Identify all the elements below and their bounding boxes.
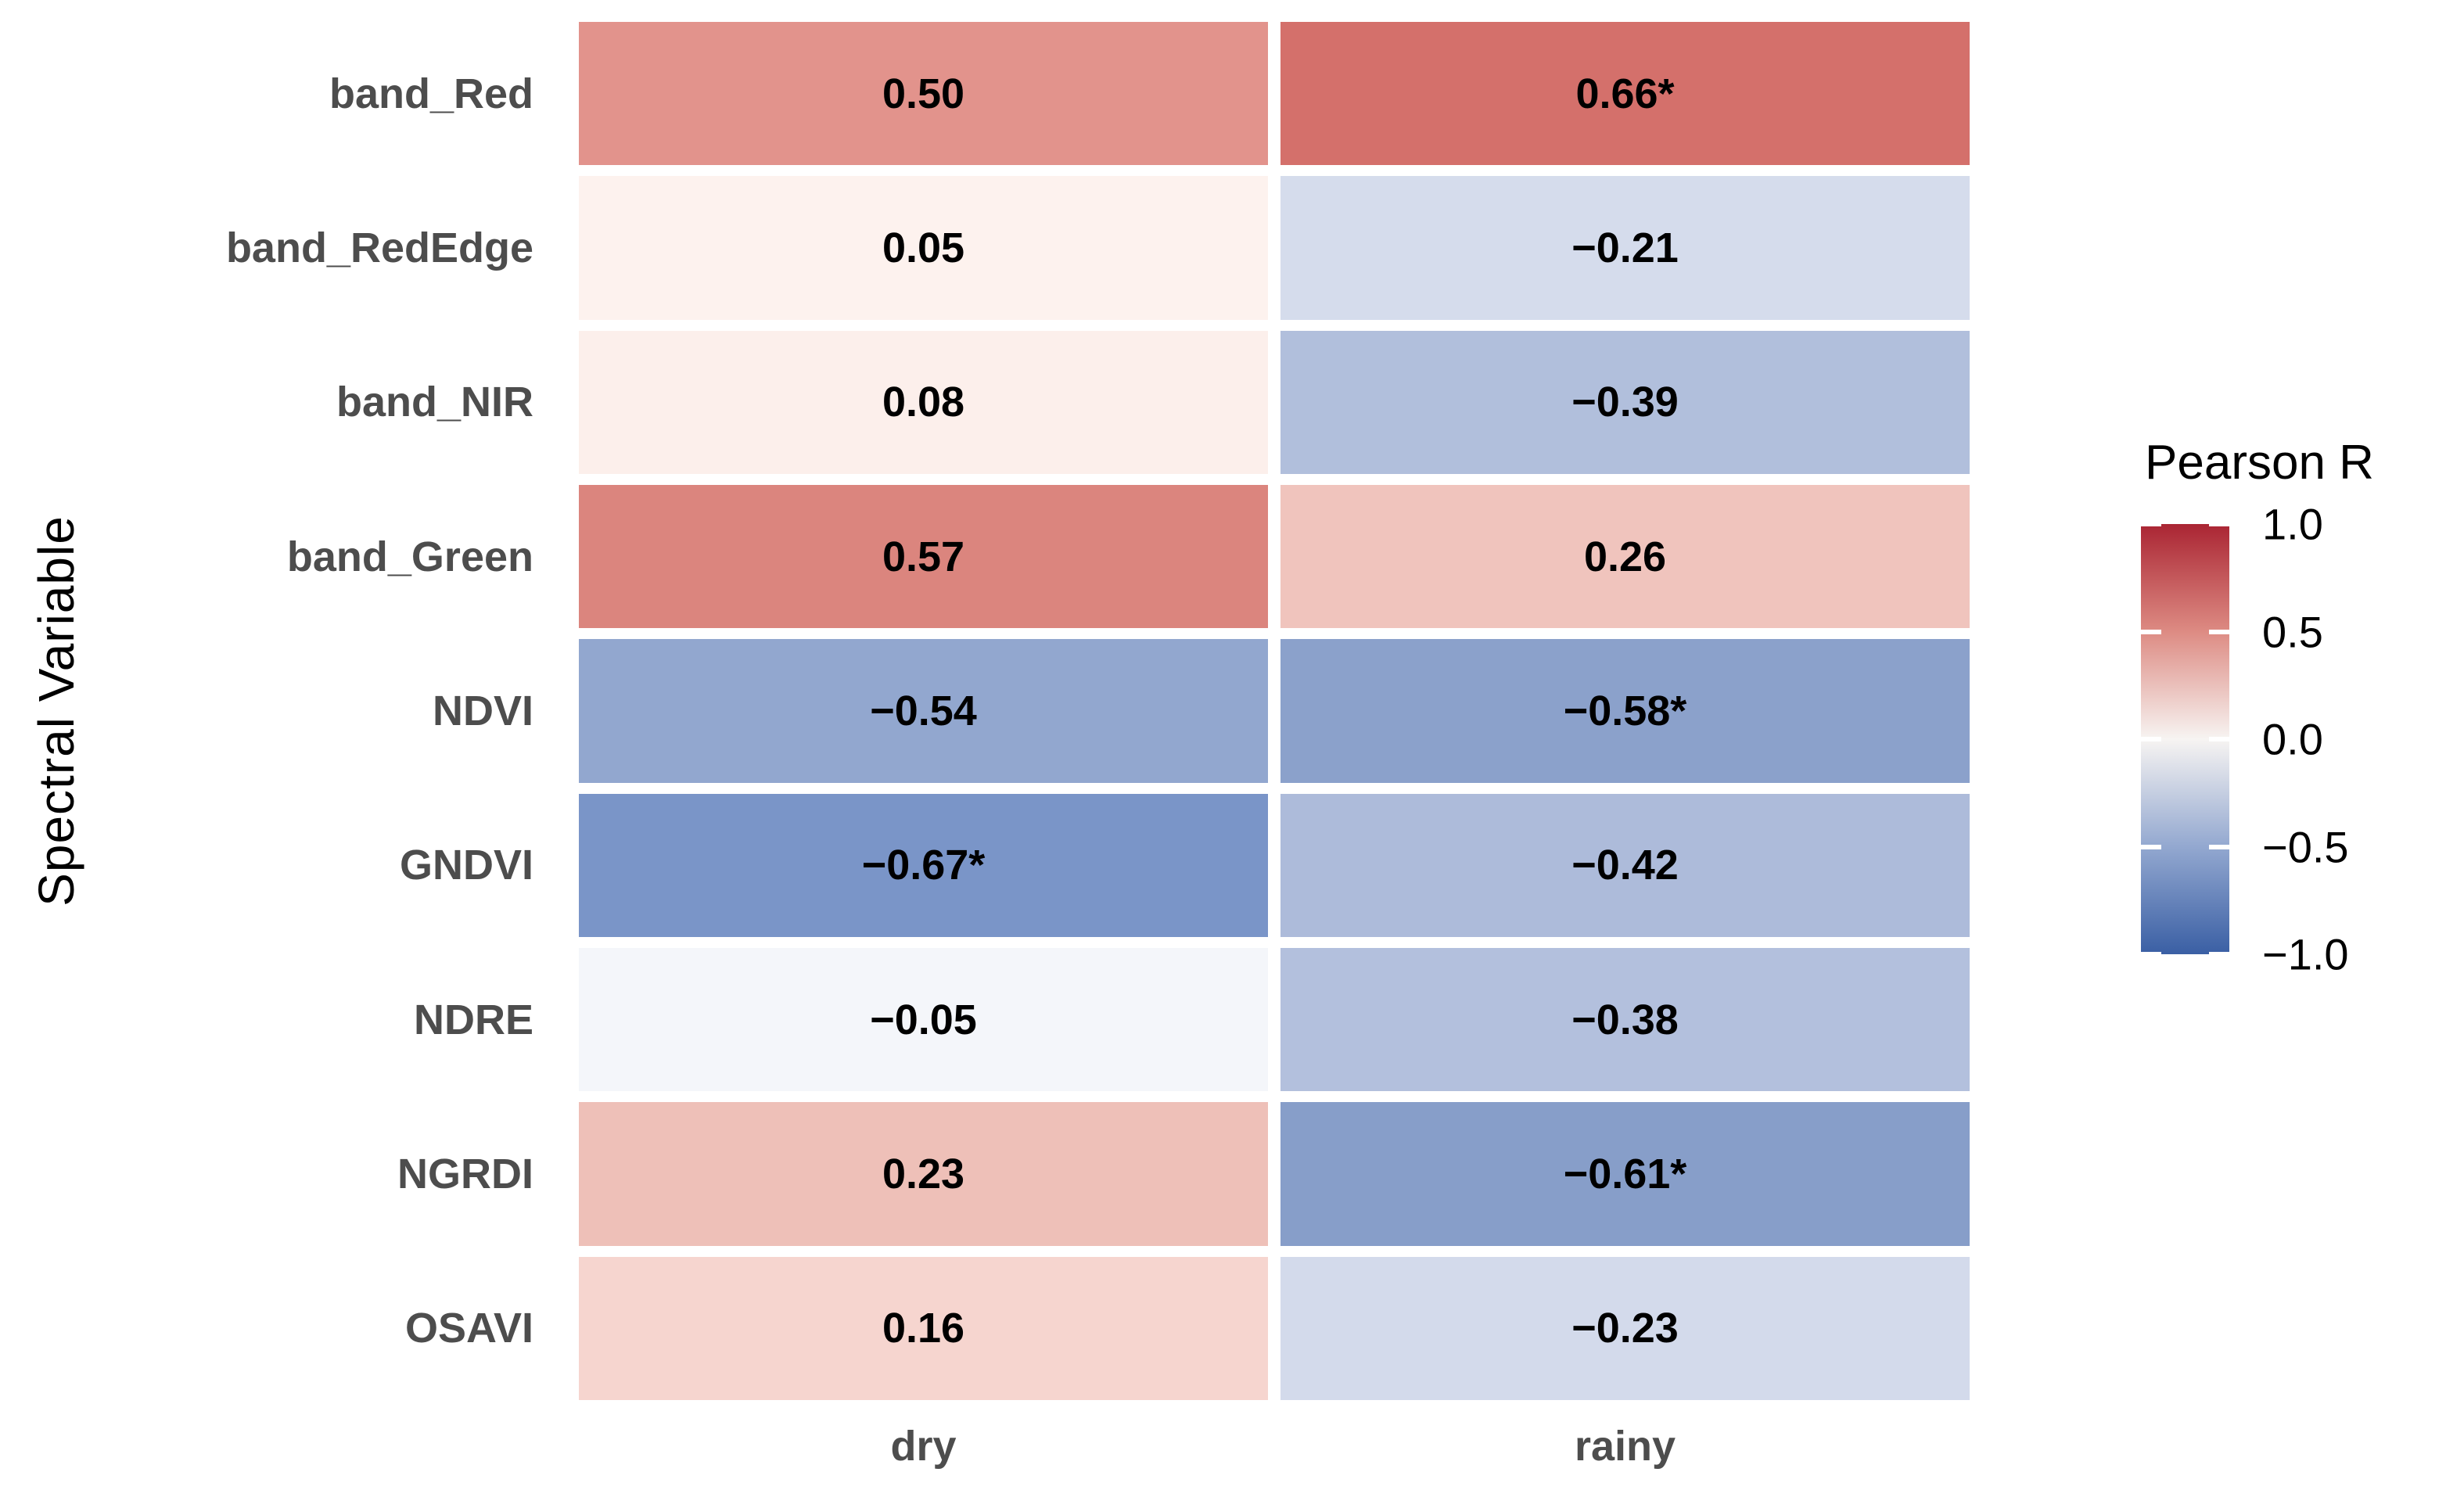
legend-tick-label-0.5: 0.5 bbox=[2262, 607, 2323, 656]
legend-colorbar-tick-mark bbox=[2141, 629, 2161, 634]
heatmap-cell-band_Red-rainy: 0.66* bbox=[1280, 22, 1970, 166]
heatmap-cell-NDRE-rainy: −0.38 bbox=[1280, 947, 1970, 1092]
heatmap-cell-band_NIR-dry: 0.08 bbox=[579, 330, 1268, 474]
legend-colorbar-tick-mark bbox=[2141, 844, 2161, 849]
legend-colorbar-tick-mark bbox=[2209, 844, 2229, 849]
legend-tick-label-1.0: 1.0 bbox=[2262, 499, 2323, 549]
row-label-OSAVI: OSAVI bbox=[404, 1305, 533, 1352]
heatmap-cell-GNDVI-dry: −0.67* bbox=[579, 793, 1268, 937]
legend-colorbar bbox=[2141, 524, 2229, 954]
row-label-NDVI: NDVI bbox=[432, 687, 533, 734]
heatmap-cell-band_NIR-rainy: −0.39 bbox=[1280, 330, 1970, 474]
legend-colorbar-tick-mark bbox=[2209, 629, 2229, 634]
heatmap-cell-NGRDI-rainy: −0.61* bbox=[1280, 1102, 1970, 1246]
legend-colorbar-tick-mark bbox=[2141, 737, 2161, 741]
row-label-band_Red: band_Red bbox=[329, 70, 533, 117]
heatmap-cell-band_Green-rainy: 0.26 bbox=[1280, 484, 1970, 629]
heatmap-cell-OSAVI-dry: 0.16 bbox=[579, 1256, 1268, 1400]
heatmap-cell-band_RedEdge-dry: 0.05 bbox=[579, 176, 1268, 320]
heatmap-cell-NDVI-dry: −0.54 bbox=[579, 639, 1268, 783]
heatmap-grid: 0.50 0.66* 0.05 −0.21 0.08 −0.39 0.57 0.26 −0.54… bbox=[579, 22, 1970, 1400]
legend-title: Pearson R bbox=[2145, 436, 2374, 490]
row-label-band_Green: band_Green bbox=[286, 533, 533, 580]
heatmap-cell-band_Green-dry: 0.57 bbox=[579, 484, 1268, 629]
legend-colorbar-tick-mark bbox=[2141, 952, 2161, 954]
x-axis-label-rainy: rainy bbox=[1574, 1423, 1676, 1470]
legend-colorbar-tick-mark bbox=[2141, 524, 2161, 526]
heatmap-cell-band_Red-dry: 0.50 bbox=[579, 22, 1268, 166]
x-axis-labels: dry rainy bbox=[579, 1422, 1970, 1470]
heatmap-cell-band_RedEdge-rainy: −0.21 bbox=[1280, 176, 1970, 320]
row-label-GNDVI: GNDVI bbox=[399, 842, 533, 889]
legend-tick-label-0.0: 0.0 bbox=[2262, 714, 2323, 764]
heatmap-cell-OSAVI-rainy: −0.23 bbox=[1280, 1256, 1970, 1400]
legend-colorbar-tick-mark bbox=[2209, 952, 2229, 954]
legend-tick-label-−0.5: −0.5 bbox=[2262, 822, 2349, 871]
heatmap-cell-GNDVI-rainy: −0.42 bbox=[1280, 793, 1970, 937]
legend-colorbar-tick-mark bbox=[2209, 524, 2229, 526]
row-label-NGRDI: NGRDI bbox=[397, 1150, 533, 1197]
row-label-NDRE: NDRE bbox=[413, 996, 533, 1043]
row-label-band_NIR: band_NIR bbox=[336, 379, 533, 426]
heatmap-cell-NDVI-rainy: −0.58* bbox=[1280, 639, 1970, 783]
legend-tick-label-−1.0: −1.0 bbox=[2262, 929, 2349, 979]
x-axis-label-dry: dry bbox=[890, 1423, 957, 1470]
legend-colorbar-tick-mark bbox=[2209, 737, 2229, 741]
heatmap-cell-NGRDI-dry: 0.23 bbox=[579, 1102, 1268, 1246]
heatmap-cell-NDRE-dry: −0.05 bbox=[579, 947, 1268, 1092]
row-label-band_RedEdge: band_RedEdge bbox=[225, 224, 533, 271]
